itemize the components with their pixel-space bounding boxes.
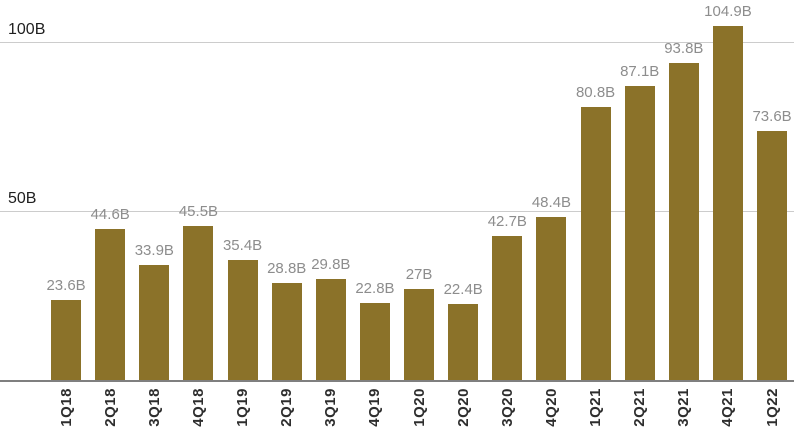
x-axis-label-cell: 1Q21 [574,388,618,441]
bar-1Q22 [757,131,788,380]
bar-1Q18 [51,300,82,380]
x-axis-tick-label: 2Q19 [278,388,296,427]
x-axis-label-cell: 3Q21 [662,388,706,441]
x-axis-tick-label: 1Q19 [234,388,252,427]
x-axis-tick-label: 3Q19 [322,388,340,427]
x-axis-label-cell: 4Q19 [353,388,397,441]
bar-value-label: 42.7B [487,213,527,230]
bar-column: 93.8B [662,0,706,380]
bar-column: 45.5B [176,0,220,380]
x-axis-tick-label: 1Q21 [587,388,605,427]
bar-column: 44.6B [88,0,132,380]
y-axis-tick-label: 100B [8,21,46,38]
bar-value-label: 28.8B [267,260,307,277]
bar-2Q19 [271,283,302,380]
bar-value-label: 80.8B [575,84,616,101]
bar-3Q21 [668,63,699,380]
x-axis-tick-label: 4Q21 [719,388,737,427]
bar-column: 22.4B [441,0,485,380]
bars-container: 23.6B 44.6B 33.9B 45.5B 35.4B 28.8B 29.8B 22.8B… [44,0,794,380]
plot-area: 50B 100B 23.6B 44.6B 33.9B 45.5B 35.4B 28.8B 29… [0,0,794,382]
bar-value-label: 48.4B [531,194,572,211]
bar-3Q19 [315,279,346,380]
x-axis-tick-label: 1Q18 [57,388,75,427]
bar-column: 35.4B [221,0,265,380]
x-axis-label-cell: 4Q18 [176,388,220,441]
bar-4Q18 [183,226,214,380]
x-axis-tick-label: 3Q18 [145,388,163,427]
bar-value-label: 93.8B [664,40,704,57]
x-axis-tick-label: 3Q21 [675,388,693,427]
bar-2Q20 [448,304,479,380]
bar-value-label: 23.6B [46,277,86,294]
x-axis-tick-label: 2Q18 [101,388,119,427]
bar-value-label: 27B [405,266,433,283]
bar-column: 23.6B [44,0,88,380]
bar-3Q20 [492,236,523,380]
bar-4Q19 [359,303,390,380]
x-axis-label-cell: 1Q22 [750,388,794,441]
bar-column: 33.9B [132,0,176,380]
x-axis-labels: 1Q18 2Q18 3Q18 4Q18 1Q19 2Q19 3Q19 4Q19 1Q20 2Q20… [44,388,794,441]
bar-column: 27B [397,0,441,380]
bar-column: 48.4B [529,0,573,380]
bar-4Q21 [712,26,743,380]
x-axis-tick-label: 4Q20 [542,388,560,427]
bar-column: 80.8B [574,0,618,380]
x-axis-tick-label: 1Q20 [410,388,428,427]
bar-value-label: 33.9B [134,242,174,259]
x-axis-label-cell: 4Q20 [529,388,573,441]
bar-value-label: 35.4B [222,237,263,254]
bar-value-label: 44.6B [90,206,130,223]
x-axis-tick-label: 3Q20 [498,388,516,427]
bar-value-label: 104.9B [704,3,752,20]
x-axis-label-cell: 2Q20 [441,388,485,441]
bar-1Q20 [404,289,435,380]
x-axis-label-cell: 3Q18 [132,388,176,441]
bar-column: 87.1B [618,0,662,380]
x-axis-line [0,380,794,382]
bar-4Q20 [536,217,567,380]
bar-value-label: 45.5B [178,203,219,220]
bar-3Q18 [139,265,170,380]
bar-column: 22.8B [353,0,397,380]
x-axis-label-cell: 2Q21 [618,388,662,441]
bar-value-label: 29.8B [311,256,351,273]
x-axis-label-cell: 1Q20 [397,388,441,441]
bar-column: 73.6B [750,0,794,380]
x-axis-label-cell: 1Q19 [221,388,265,441]
x-axis-label-cell: 2Q18 [88,388,132,441]
x-axis-label-cell: 1Q18 [44,388,88,441]
bar-1Q21 [580,107,611,380]
bar-value-label: 22.8B [355,280,395,297]
bar-column: 104.9B [704,0,752,380]
y-axis-tick-label: 50B [8,190,37,207]
bar-column: 29.8B [309,0,353,380]
x-axis-tick-label: 1Q22 [763,388,781,427]
x-axis-tick-label: 4Q19 [366,388,384,427]
bar-2Q21 [624,86,655,380]
bar-2Q18 [95,229,126,380]
x-axis-tick-label: 4Q18 [189,388,207,427]
x-axis-tick-label: 2Q20 [454,388,472,427]
bar-column: 42.7B [485,0,529,380]
bar-value-label: 22.4B [443,281,483,298]
gridline-100B [0,42,794,43]
bar-1Q19 [227,260,258,380]
x-axis-label-cell: 4Q21 [706,388,750,441]
gridline-50B [0,211,794,212]
x-axis-tick-label: 2Q21 [631,388,649,427]
x-axis-label-cell: 2Q19 [265,388,309,441]
x-axis-label-cell: 3Q19 [309,388,353,441]
bar-value-label: 87.1B [620,63,660,80]
bar-column: 28.8B [265,0,309,380]
x-axis-label-cell: 3Q20 [485,388,529,441]
bar-value-label: 73.6B [752,108,792,125]
